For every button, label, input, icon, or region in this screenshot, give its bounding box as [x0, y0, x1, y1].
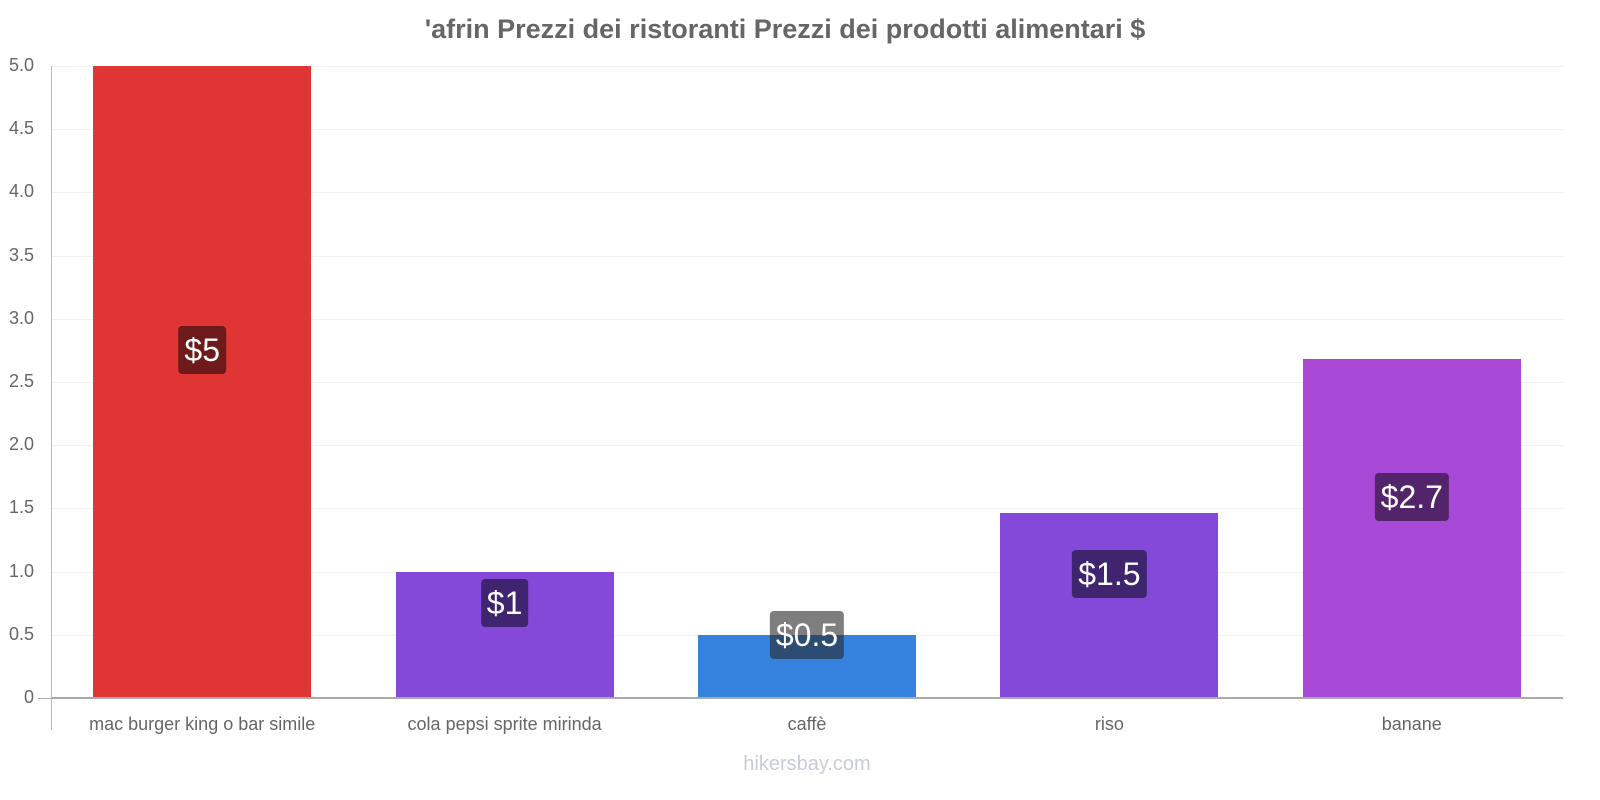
x-tick-label: mac burger king o bar simile	[89, 714, 316, 734]
x-axis-line	[51, 697, 1563, 699]
gridline	[51, 445, 1563, 447]
gridline	[51, 382, 1563, 383]
x-tick-label: caffè	[787, 714, 827, 734]
zero-tick-mark	[38, 698, 51, 699]
bar-value-label: $0.5	[769, 611, 845, 659]
y-tick-label: 4.0	[8, 181, 34, 202]
y-tick-label: 0.5	[8, 623, 34, 644]
y-tick-label: 2.0	[8, 434, 34, 455]
y-tick-label: 3.0	[8, 307, 34, 328]
x-tick-label: banane	[1381, 714, 1442, 734]
y-tick-label: 5.0	[8, 55, 34, 75]
gridline	[51, 255, 1563, 257]
bar-value-label: $1.5	[1072, 550, 1147, 598]
x-tick-label: cola pepsi sprite mirinda	[407, 714, 602, 734]
bar[interactable]	[1000, 513, 1219, 698]
y-tick-label: 1.5	[8, 497, 34, 518]
plot-area: $5 $1 $0.5 $1.5 $2.7	[51, 66, 1563, 699]
y-tick-label: 2.5	[8, 371, 34, 391]
gridline	[51, 129, 1563, 131]
gridline	[51, 192, 1563, 194]
bar-value-label: $5	[178, 326, 226, 374]
gridline	[51, 66, 1563, 67]
bar[interactable]	[1302, 359, 1521, 698]
bar[interactable]	[93, 66, 312, 698]
bar-value-label: $1	[480, 579, 529, 627]
x-tick-label: riso	[1094, 714, 1124, 734]
y-tick-label: 3.5	[8, 244, 34, 265]
gridline	[51, 508, 1563, 510]
y-tick-label: 4.5	[8, 118, 34, 139]
gridline	[51, 571, 1563, 573]
chart-title: 'afrin Prezzi dei ristoranti Prezzi dei …	[424, 14, 1146, 44]
bar-value-label: $2.7	[1374, 473, 1449, 521]
y-tick-label: 0	[23, 687, 34, 707]
watermark: hikersbay.com	[743, 753, 871, 775]
gridline	[51, 318, 1563, 320]
y-tick-label: 1.0	[8, 560, 34, 581]
y-axis-line	[51, 66, 52, 730]
